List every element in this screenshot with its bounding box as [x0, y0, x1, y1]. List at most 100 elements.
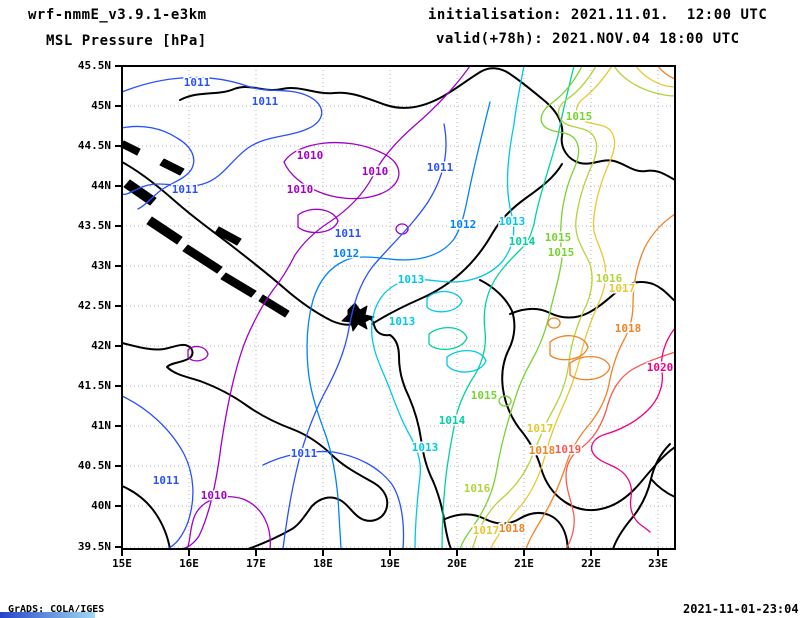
y-tick-label: 44N	[91, 179, 111, 192]
y-tick-label: 39.5N	[78, 540, 111, 553]
coastline	[479, 279, 676, 511]
contour-label: 1019	[555, 443, 582, 456]
contour-label: 1015	[566, 110, 593, 123]
map-border	[121, 65, 676, 550]
isobar-1013	[371, 65, 525, 550]
coastline	[182, 244, 223, 274]
x-tick-label: 20E	[447, 557, 467, 570]
contour-label: 1018	[529, 444, 556, 457]
contour-label: 1011	[252, 95, 279, 108]
contour-label: 1011	[427, 161, 454, 174]
grads-credit: GrADS: COLA/IGES	[8, 604, 105, 615]
isobar-1016	[613, 65, 676, 97]
contour-label: 1011	[172, 183, 199, 196]
isobar-1014	[428, 327, 468, 350]
isobar-1017	[635, 65, 676, 88]
coastline	[121, 161, 452, 550]
contour-label: 1011	[291, 447, 318, 460]
isobar-1010	[297, 208, 339, 234]
contour-label: 1013	[499, 215, 526, 228]
coastline	[121, 485, 171, 550]
contour-label: 1010	[287, 183, 314, 196]
contour-label: 1016	[464, 482, 491, 495]
isobar-1010	[186, 496, 271, 550]
contour-label: 1014	[509, 235, 536, 248]
y-tick-label: 45.5N	[78, 59, 111, 72]
coastline	[612, 443, 671, 550]
y-tick-label: 44.5N	[78, 139, 111, 152]
isobar-1018	[525, 213, 676, 550]
model-title: wrf-nmmE_v3.9.1-e3km	[28, 7, 207, 23]
coastline	[258, 294, 290, 318]
coastline	[121, 342, 389, 550]
isobar-1018	[569, 356, 611, 381]
x-tick-label: 22E	[581, 557, 601, 570]
isobar-1011	[282, 123, 447, 550]
contour-label: 1017	[473, 524, 500, 537]
y-tick-label: 40.5N	[78, 459, 111, 472]
contour-label: 1013	[412, 441, 439, 454]
y-tick-label: 41N	[91, 419, 111, 432]
y-tick-label: 43N	[91, 259, 111, 272]
x-tick-label: 18E	[313, 557, 333, 570]
coastline	[146, 216, 183, 245]
contour-label: 1013	[398, 273, 425, 286]
contour-label: 1011	[184, 76, 211, 89]
isobar-1011	[121, 395, 194, 550]
contour-label: 1017	[609, 282, 636, 295]
isobar-1011	[262, 450, 405, 550]
isobar-1017	[490, 65, 616, 550]
contour-label: 1018	[615, 322, 642, 335]
contour-label: 1010	[297, 149, 324, 162]
isobar-1016	[471, 65, 598, 550]
isobar-1010	[187, 345, 209, 362]
isobar-1018	[657, 65, 676, 80]
contour-label: 1015	[545, 231, 572, 244]
coastline	[220, 272, 257, 298]
isobar-1018	[547, 317, 561, 329]
init-time-label: initialisation: 2021.11.01. 12:00 UTC	[428, 7, 768, 23]
x-tick-label: 15E	[112, 557, 132, 570]
contour-label: 1011	[335, 227, 362, 240]
coastline	[159, 158, 185, 176]
coastline	[444, 511, 569, 550]
contour-label: 1020	[647, 361, 674, 374]
coastline	[123, 179, 157, 206]
y-tick-label: 43.5N	[78, 219, 111, 232]
valid-time-label: valid(+78h): 2021.NOV.04 18:00 UTC	[436, 31, 740, 47]
coastline	[371, 163, 563, 325]
contour-label: 1013	[389, 315, 416, 328]
coastline	[120, 140, 141, 156]
contour-label: 1011	[153, 474, 180, 487]
contour-label: 1017	[527, 422, 554, 435]
isobar-1012	[306, 101, 491, 550]
coastline	[509, 281, 676, 319]
progress-bar	[0, 612, 95, 618]
contour-label: 1016	[596, 272, 623, 285]
x-tick-label: 23E	[648, 557, 668, 570]
isobar-1018	[549, 335, 589, 361]
plot-timestamp: 2021-11-01-23:04	[683, 602, 799, 616]
contour-label: 1012	[450, 218, 477, 231]
x-tick-label: 19E	[380, 557, 400, 570]
contour-label: 1018	[499, 522, 526, 535]
x-tick-label: 16E	[179, 557, 199, 570]
contour-label: 1010	[362, 165, 389, 178]
x-tick-label: 21E	[514, 557, 534, 570]
isobar-1015	[498, 395, 512, 407]
contour-label: 1014	[439, 414, 466, 427]
isobar-1013	[446, 350, 487, 373]
coastline	[179, 67, 676, 181]
coastline	[341, 302, 375, 332]
isobar-1013	[426, 290, 463, 313]
isobar-1011	[121, 76, 323, 196]
y-tick-label: 42N	[91, 339, 111, 352]
y-tick-label: 42.5N	[78, 299, 111, 312]
isobar-1014	[441, 65, 575, 550]
isobar-1010	[283, 141, 400, 200]
contour-label: 1015	[548, 246, 575, 259]
y-tick-label: 45N	[91, 99, 111, 112]
contour-label: 1015	[471, 389, 498, 402]
isobar-1020	[590, 327, 676, 533]
